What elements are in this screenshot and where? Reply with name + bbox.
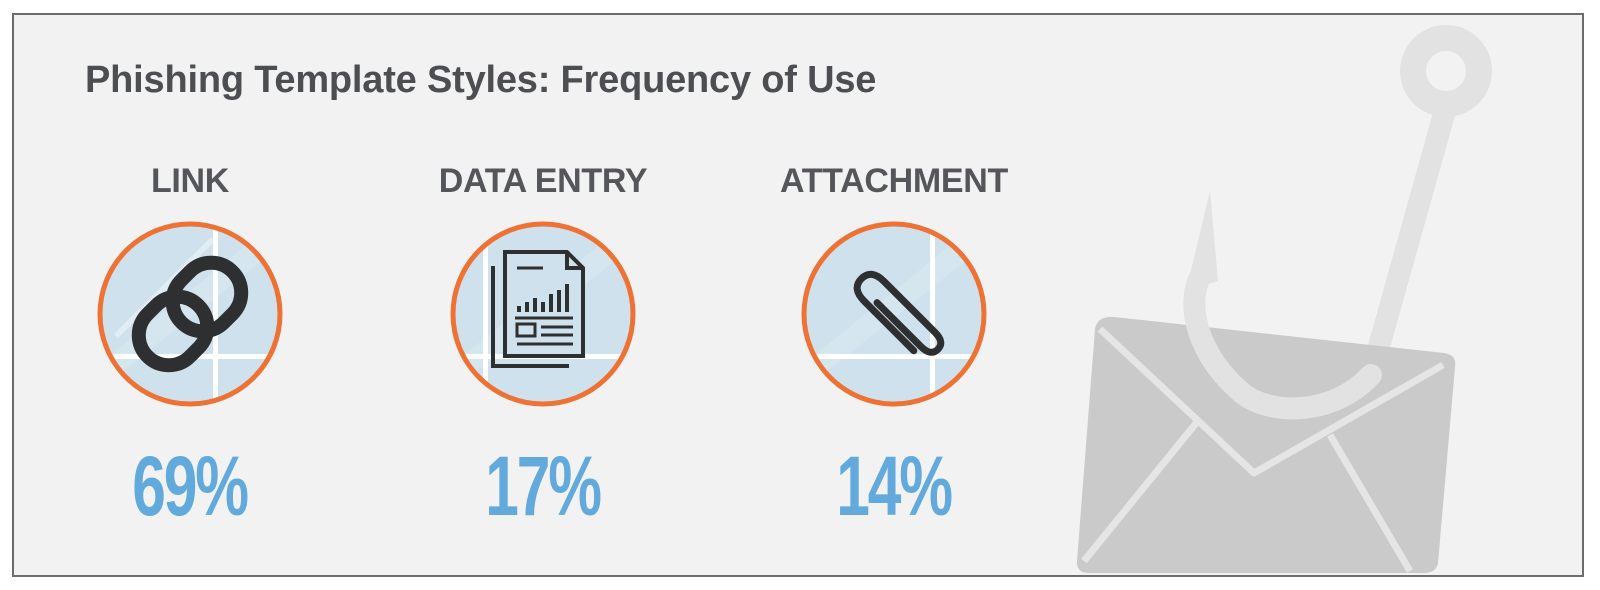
stat-value: 17% [485,439,603,533]
document-chart-icon [450,221,636,407]
stat-value: 69% [132,439,250,533]
chain-link-icon [97,221,283,407]
paperclip-icon [801,221,987,407]
stat-link: LINK 69% [40,160,340,531]
stat-label: ATTACHMENT [779,162,1009,200]
stat-value: 14% [836,439,954,533]
page-title: Phishing Template Styles: Frequency of U… [85,59,877,101]
envelope-on-fishhook-icon [1076,25,1492,573]
stat-label: DATA ENTRY [438,162,648,200]
stat-attachment: ATTACHMENT 14% [744,160,1044,531]
infographic-panel: Phishing Template Styles: Frequency of U… [12,13,1584,577]
stat-label: LINK [150,162,230,200]
stat-data-entry: DATA ENTRY [393,160,693,531]
